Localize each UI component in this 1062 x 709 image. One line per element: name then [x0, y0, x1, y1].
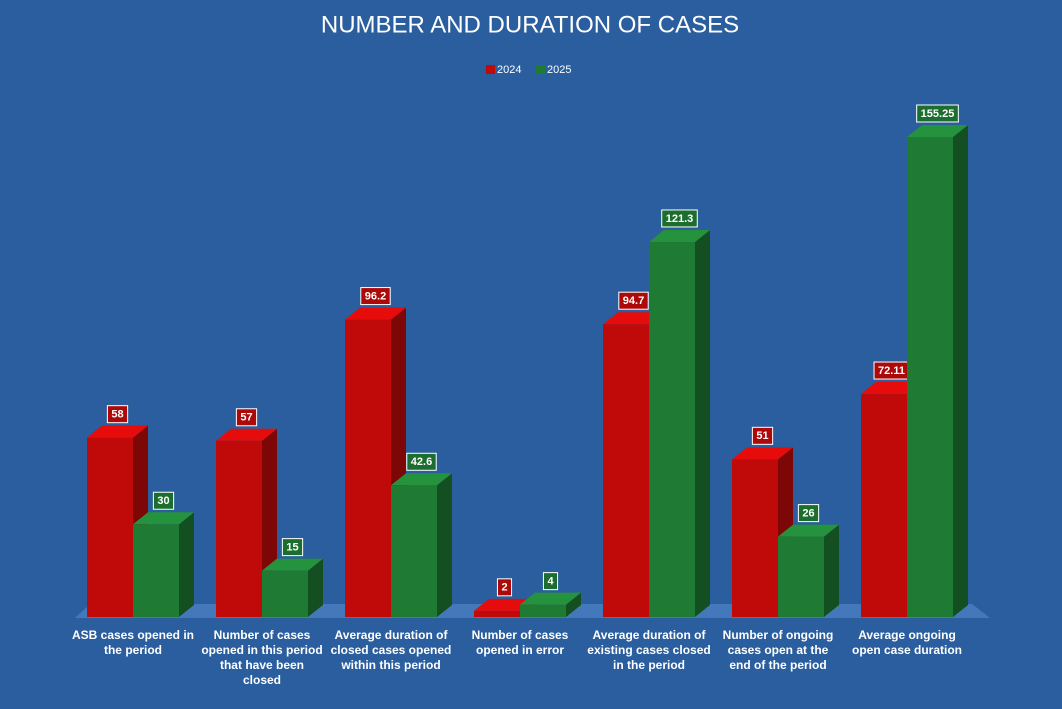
value-label-box [618, 291, 649, 310]
value-label-box [797, 504, 820, 523]
bar-top [87, 425, 148, 438]
bar [861, 394, 907, 617]
bar-top [603, 312, 664, 325]
bar-top [778, 524, 839, 537]
bar-top [474, 598, 535, 611]
value-label: 96.2 [365, 290, 386, 302]
bar [649, 241, 695, 617]
bar-side [308, 558, 323, 617]
bar [262, 570, 308, 617]
legend-label: 2024 [497, 64, 521, 76]
value-label-box [106, 405, 129, 424]
bar [520, 604, 566, 617]
legend-label: 2025 [547, 64, 571, 76]
x-tick-label: Number of cases opened in error [471, 628, 569, 657]
value-label-box [235, 408, 258, 427]
bar [778, 536, 824, 617]
bar-side [179, 512, 194, 617]
value-label: 30 [157, 495, 169, 507]
value-label: 26 [802, 508, 814, 520]
bar [907, 137, 953, 617]
value-label-box [916, 104, 959, 123]
value-label-box [360, 287, 391, 306]
bar-top [861, 382, 922, 395]
value-label: 51 [756, 430, 768, 442]
bar [216, 440, 262, 617]
value-label-box [542, 572, 559, 591]
bar-top [732, 447, 793, 460]
bar-top [649, 229, 710, 242]
value-label-box [281, 538, 304, 557]
value-label-box [751, 426, 774, 445]
value-label: 2 [501, 582, 507, 594]
bar [732, 459, 778, 617]
value-label: 94.7 [623, 295, 644, 307]
bar-top [345, 307, 406, 320]
chart-title: NUMBER AND DURATION OF CASES [321, 11, 739, 38]
bar-top [133, 512, 194, 525]
value-label-box [496, 578, 513, 597]
bar-top [520, 592, 581, 605]
value-label-box [406, 452, 437, 471]
bar [133, 524, 179, 617]
bar-top [391, 473, 452, 486]
legend-swatch [486, 65, 495, 74]
bar-side [824, 524, 839, 617]
value-label: 4 [547, 576, 554, 588]
value-label: 72.11 [878, 365, 905, 377]
bar-side [566, 592, 581, 617]
bar-side [953, 125, 968, 617]
bar-top [262, 558, 323, 571]
x-tick-label: Number of cases opened in this period th… [201, 628, 323, 687]
x-tick-label: ASB cases opened in the period [71, 628, 195, 657]
bar-top [907, 125, 968, 137]
x-tick-label: Average ongoing open case duration [851, 628, 963, 657]
bar-top [216, 428, 277, 441]
value-label: 15 [286, 542, 298, 554]
value-label: 58 [111, 409, 123, 421]
value-label: 57 [240, 412, 252, 424]
bar [603, 324, 649, 617]
x-tick-label: Average duration of existing cases close… [587, 628, 711, 672]
value-label-box [152, 491, 175, 510]
bar [391, 485, 437, 617]
bar [87, 437, 133, 617]
value-label: 42.6 [411, 456, 432, 468]
bar-side [437, 473, 452, 617]
x-tick-label: Average duration of closed cases opened … [330, 628, 452, 672]
bar [345, 319, 391, 617]
bar [474, 610, 520, 617]
value-label-box [661, 209, 698, 228]
legend-swatch [536, 65, 545, 74]
value-label: 121.3 [666, 213, 694, 225]
x-tick-label: Number of ongoing cases open at the end … [722, 628, 834, 672]
value-label: 155.25 [921, 108, 955, 120]
bar-side [695, 229, 710, 617]
